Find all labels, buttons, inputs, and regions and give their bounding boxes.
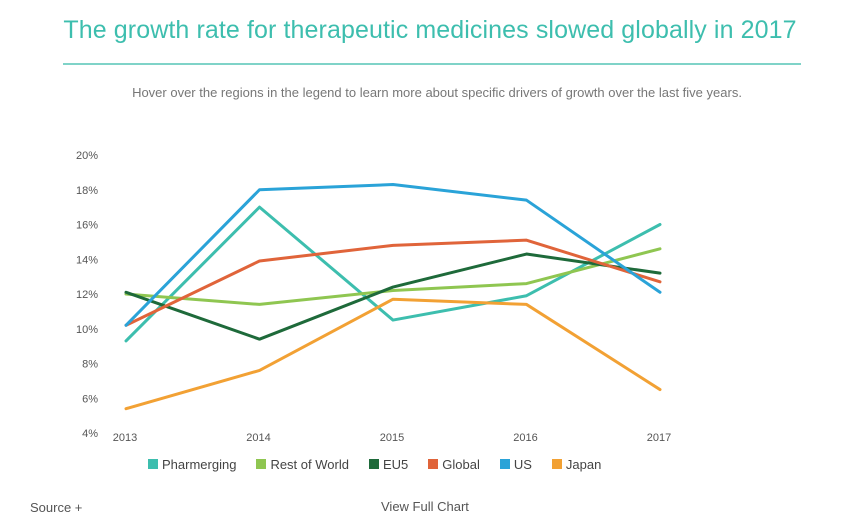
x-tick-label: 2017 [647,432,671,444]
y-tick-label: 16% [76,220,98,232]
series-line-rest-of-world [124,247,662,306]
y-axis: 4% 6% 8% 10% 12% 14% 16% 18% 20% [76,150,98,440]
series-lines [124,183,662,411]
y-tick-label: 14% [76,254,98,266]
legend-swatch [499,459,510,469]
legend-swatch [428,459,439,469]
x-tick-label: 2015 [380,432,404,444]
x-tick-label: 2016 [513,432,537,444]
legend-item-japan[interactable]: Japan [551,456,602,472]
legend-label: US [513,456,532,472]
legend-label: Rest of World [270,456,349,472]
y-tick-label: 10% [76,324,98,336]
y-tick-label: 12% [76,289,98,301]
legend-label: Pharmerging [162,456,237,472]
x-tick-label: 2014 [246,432,270,444]
chart-title: The growth rate for therapeutic medicine… [63,16,797,44]
chart-subtitle: Hover over the regions in the legend to … [132,85,742,100]
series-line-us [124,183,662,327]
y-tick-label: 4% [82,428,98,440]
legend-item-global[interactable]: Global [428,457,480,472]
series-line-global [124,238,662,327]
source-toggle[interactable]: Source + [30,500,83,515]
view-full-chart-link[interactable]: View Full Chart [381,499,469,514]
legend-swatch [148,459,158,469]
y-tick-label: 20% [76,150,98,162]
legend-label: Global [442,456,480,472]
legend-label: EU5 [382,456,409,472]
legend-swatch [551,459,562,469]
title-divider [63,63,801,65]
legend-swatch [256,459,267,469]
legend-item-rest-of-world[interactable]: Rest of World [256,457,349,472]
y-tick-label: 8% [82,359,98,371]
legend-item-us[interactable]: US [499,456,532,472]
legend-item-eu5[interactable]: EU5 [368,456,409,472]
legend-item-pharmerging[interactable]: Pharmerging [148,457,236,472]
chart-legend: Pharmerging Rest of World EU5 Global US Japan [148,455,621,473]
legend-swatch [368,459,379,469]
x-tick-label: 2013 [113,432,137,444]
series-line-eu5 [124,252,662,341]
y-tick-label: 6% [82,393,98,405]
series-line-japan [124,297,662,411]
legend-label: Japan [565,456,602,472]
y-tick-label: 18% [76,185,98,197]
x-axis: 2013 2014 2015 2016 2017 [113,432,671,444]
